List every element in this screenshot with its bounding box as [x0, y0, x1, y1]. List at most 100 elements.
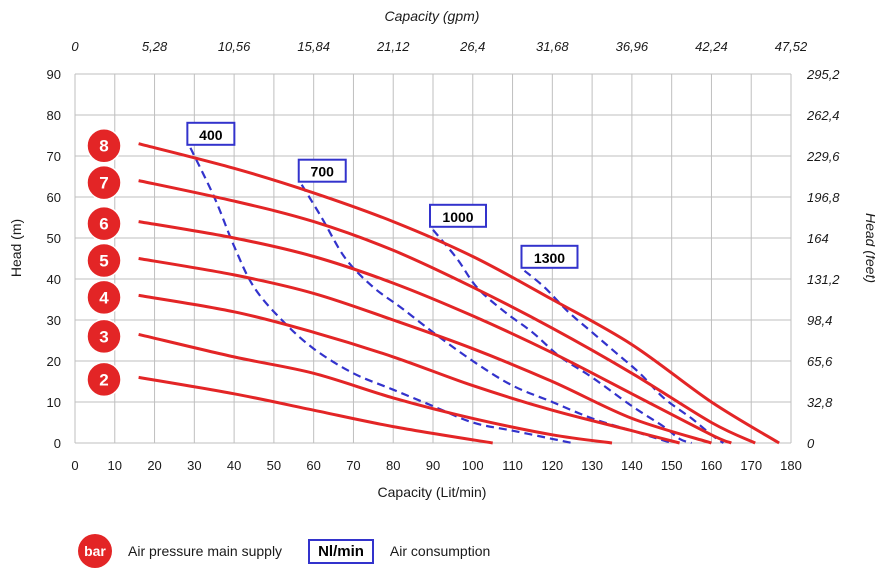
- x-tick-label: 180: [780, 458, 802, 473]
- badge-circle: [86, 242, 122, 279]
- x2-axis-title: Capacity (gpm): [385, 8, 480, 24]
- x2-tick-label: 42,24: [695, 39, 728, 54]
- y-tick-label: 60: [47, 190, 61, 205]
- air-consumption-labels: 400 700 1000 1300: [186, 121, 579, 269]
- x2-tick-label: 21,12: [376, 39, 410, 54]
- badge-label: 3: [99, 327, 108, 346]
- legend-air-text: Air consumption: [389, 543, 491, 559]
- x2-tick-label: 5,28: [142, 39, 168, 54]
- pressure-badge-4: 4: [86, 279, 122, 316]
- badge-circle: [86, 318, 122, 355]
- air-label-box: [520, 244, 579, 269]
- air-label-400: 400: [186, 121, 236, 146]
- air-label-box: [297, 158, 347, 183]
- x-tick-label: 90: [426, 458, 440, 473]
- x2-tick-label: 31,68: [536, 39, 569, 54]
- legend-pressure-text: Air pressure main supply: [128, 543, 283, 559]
- y-tick-label: 20: [47, 354, 61, 369]
- y-tick-label: 30: [47, 313, 61, 328]
- y-tick-label: 50: [47, 231, 61, 246]
- pressure-badge-6: 6: [86, 205, 122, 242]
- grid: [74, 73, 792, 444]
- badge-circle: [86, 164, 122, 201]
- x2-tick-label: 10,56: [218, 39, 251, 54]
- pressure-curve-5: [138, 257, 712, 445]
- y-tick-label: 40: [47, 272, 61, 287]
- x2-tick-label: 47,52: [775, 39, 808, 54]
- air-label-box: [429, 203, 487, 228]
- air-label-1000: 1000: [429, 203, 487, 228]
- y-tick-label: 10: [47, 395, 61, 410]
- pressure-badge-2: 2: [86, 361, 122, 398]
- x-tick-label: 80: [386, 458, 400, 473]
- pressure-curve-4: [138, 293, 680, 445]
- x2-tick-label: 36,96: [616, 39, 649, 54]
- pressure-badges: 2 3 4 5 6 7 8: [86, 127, 122, 398]
- x-tick-label: 140: [621, 458, 643, 473]
- air-curve-1300: [523, 269, 725, 444]
- x-tick-label: 50: [267, 458, 281, 473]
- air-label-box: [186, 121, 236, 146]
- x2-tick-label: 26,4: [459, 39, 485, 54]
- x-tick-label: 160: [701, 458, 723, 473]
- x-tick-label: 150: [661, 458, 683, 473]
- badge-circle: [86, 361, 122, 398]
- x-tick-label: 120: [541, 458, 563, 473]
- legend: bar Air pressure main supply Nl/min Air …: [78, 534, 490, 568]
- badge-label: 7: [99, 174, 108, 193]
- x-tick-label: 100: [462, 458, 484, 473]
- pressure-badge-8: 8: [86, 127, 122, 164]
- legend-air-box: Nl/min: [308, 538, 374, 564]
- y-tick-label: 0: [54, 436, 61, 451]
- air-curve-400: [189, 147, 573, 445]
- pressure-badge-5: 5: [86, 242, 122, 279]
- badge-label: 4: [99, 288, 109, 307]
- air-label-text: 1000: [442, 209, 473, 225]
- y2-tick-label: 164: [807, 231, 829, 246]
- air-label-text: 1300: [534, 250, 565, 266]
- air-label-text: 400: [199, 127, 223, 143]
- x-tick-label: 0: [71, 458, 78, 473]
- y2-tick-label: 0: [807, 436, 815, 451]
- y2-tick-label: 131,2: [807, 272, 840, 287]
- x-axis-title: Capacity (Lit/min): [378, 484, 487, 500]
- bar-badge-icon: bar: [78, 534, 112, 568]
- pressure-curves: [138, 142, 780, 445]
- y2-tick-label: 32,8: [807, 395, 833, 410]
- x-tick-label: 10: [108, 458, 122, 473]
- x-tick-label: 30: [187, 458, 201, 473]
- y2-tick-label: 295,2: [806, 67, 840, 82]
- badge-label: 6: [99, 215, 108, 234]
- pressure-curve-6: [138, 220, 732, 445]
- y2-tick-label: 229,6: [806, 149, 840, 164]
- y-axis-title: Head (m): [8, 219, 24, 277]
- y2-tick-label: 196,8: [807, 190, 840, 205]
- x2-tick-label: 15,84: [297, 39, 330, 54]
- pressure-badge-7: 7: [86, 164, 122, 201]
- pressure-curve-3: [138, 332, 613, 445]
- badge-circle: [86, 127, 122, 164]
- y-tick-label: 80: [47, 108, 61, 123]
- x-tick-label: 20: [147, 458, 161, 473]
- y2-axis-title: Head (feet): [863, 213, 875, 283]
- badge-circle: [86, 205, 122, 242]
- y2-tick-label: 262,4: [806, 108, 840, 123]
- x-tick-label: 110: [502, 458, 523, 473]
- y-tick-label: 70: [47, 149, 61, 164]
- badge-circle: [86, 279, 122, 316]
- x-tick-label: 40: [227, 458, 241, 473]
- pressure-badge-3: 3: [86, 318, 122, 355]
- pressure-curve-7: [138, 179, 756, 445]
- x-tick-label: 130: [581, 458, 603, 473]
- air-curve-700: [300, 184, 673, 445]
- x-tick-label: 60: [306, 458, 320, 473]
- tick-labels: 0 10 20 30 40 50 60 70 80 90 100 110 120 130 140 150 160…: [47, 39, 841, 473]
- pressure-curve-8: [138, 142, 780, 445]
- air-label-700: 700: [297, 158, 347, 183]
- y2-tick-label: 65,6: [807, 354, 833, 369]
- badge-label: 8: [99, 137, 108, 156]
- badge-label: 2: [99, 370, 108, 389]
- pressure-curve-2: [138, 375, 493, 445]
- y-tick-label: 90: [47, 67, 61, 82]
- x-tick-label: 170: [740, 458, 762, 473]
